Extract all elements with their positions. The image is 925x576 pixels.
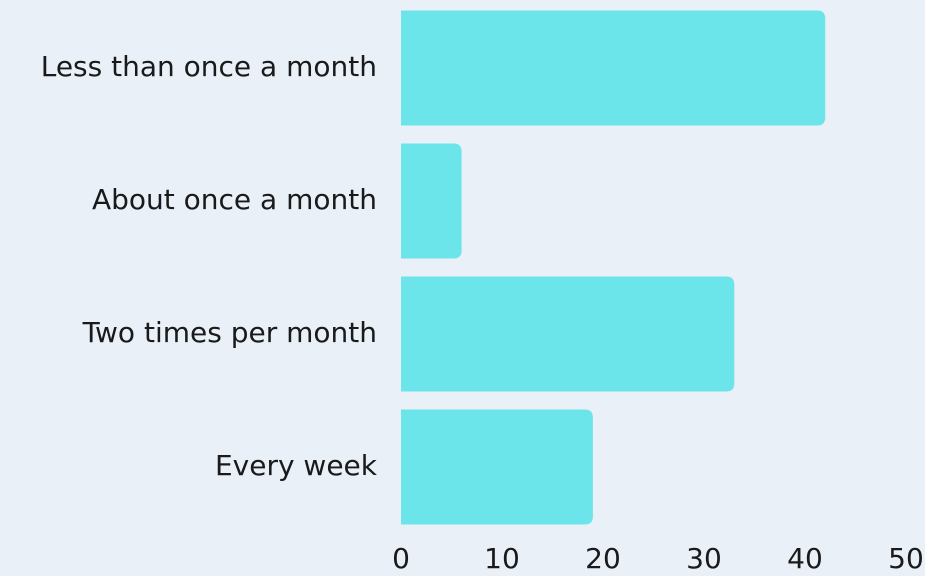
bar [401, 10, 826, 126]
x-tick-label: 30 [686, 542, 722, 575]
y-tick-label: About once a month [92, 183, 377, 216]
x-tick-label: 40 [787, 542, 823, 575]
bar [401, 409, 593, 525]
bar [401, 276, 735, 392]
x-tick-label: 0 [392, 542, 410, 575]
y-tick-label: Every week [215, 449, 378, 482]
x-tick-label: 20 [585, 542, 621, 575]
x-tick-label: 50 [888, 542, 924, 575]
y-tick-label: Less than once a month [41, 50, 377, 83]
y-tick-label: Two times per month [82, 316, 377, 349]
x-tick-label: 10 [484, 542, 520, 575]
bar [401, 143, 462, 259]
